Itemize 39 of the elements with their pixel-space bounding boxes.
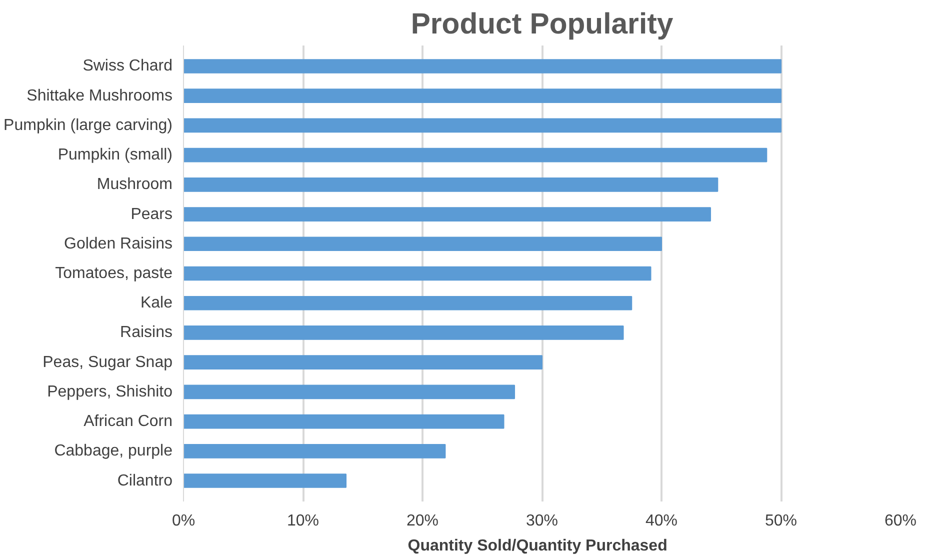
y-tick-label: Peppers, Shishito — [47, 383, 173, 400]
bar — [184, 118, 782, 133]
bar — [184, 444, 446, 458]
y-tick-label: Raisins — [120, 324, 173, 342]
bar — [184, 384, 516, 400]
bar — [184, 326, 624, 340]
bar — [184, 414, 504, 429]
x-tick-label: 30% — [526, 512, 558, 530]
bar — [184, 59, 782, 74]
y-tick-label: Cilantro — [117, 472, 173, 490]
y-tick-label: Cabbage, purple — [54, 442, 173, 460]
chart-title: Product Popularity — [410, 8, 674, 40]
bar — [184, 207, 711, 222]
y-tick-label: African Corn — [84, 413, 172, 430]
bar — [184, 88, 782, 103]
x-tick-label: 60% — [884, 512, 917, 530]
bar — [184, 148, 768, 162]
bar — [184, 236, 662, 252]
bar — [184, 178, 718, 192]
bar — [184, 355, 542, 370]
x-tick-label: 10% — [286, 512, 320, 530]
y-tick-label: Pumpkin (small) — [58, 146, 172, 164]
y-tick-label: Kale — [140, 294, 173, 312]
x-tick-label: 0% — [172, 512, 196, 530]
bar — [184, 266, 652, 281]
y-tick-label: Golden Raisins — [64, 235, 172, 252]
y-tick-label: Pumpkin (large carving) — [4, 116, 172, 134]
y-tick-label: Pears — [130, 206, 172, 223]
x-tick-label: 40% — [645, 512, 678, 530]
bar — [184, 296, 632, 310]
y-tick-label: Peas, Sugar Snap — [42, 354, 173, 371]
x-axis-title: Quantity Sold/Quantity Purchased — [408, 538, 668, 554]
y-tick-label: Mushroom — [96, 176, 172, 194]
y-tick-label: Swiss Chard — [82, 58, 173, 75]
x-tick-label: 20% — [406, 512, 439, 530]
y-tick-label: Tomatoes, paste — [55, 265, 173, 282]
y-tick-label: Shittake Mushrooms — [26, 87, 173, 104]
x-tick-label: 50% — [764, 512, 798, 530]
bar — [184, 474, 347, 488]
